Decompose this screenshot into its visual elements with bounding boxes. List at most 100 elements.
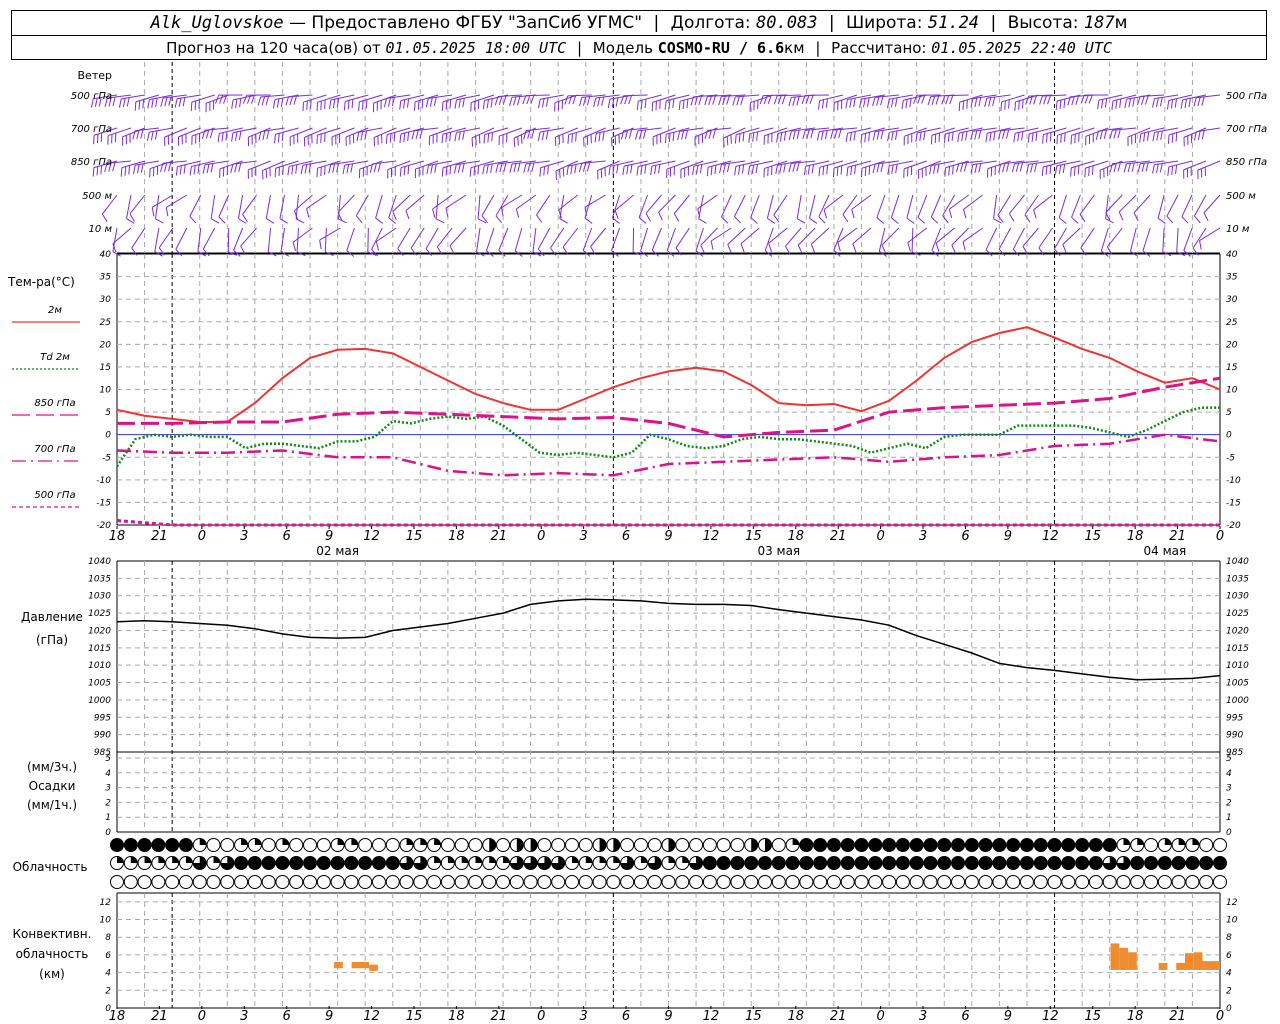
cloud-fill [896, 856, 910, 870]
cloud-circle [454, 875, 469, 889]
temp-time-tick-label: 3 [240, 529, 248, 544]
wind-barb-feather [748, 133, 751, 143]
wind-barb-feather [1155, 163, 1159, 173]
wind-barb-feather [876, 96, 880, 106]
wind-barb-feather [441, 167, 444, 177]
wind-barb-feather [140, 129, 144, 139]
wind-level-label-right: 10 м [1226, 224, 1250, 235]
pressure-line [116, 598, 1221, 681]
conv-time-tick-label: 21 [830, 1009, 847, 1024]
wind-barb [449, 227, 467, 247]
cloud-fill [1158, 856, 1172, 870]
pres-y-tick-right: 985 [1226, 748, 1243, 758]
temp-y-tick-left: -20 [96, 521, 111, 531]
cloud-circle [564, 875, 579, 889]
temp-time-tick-label: 3 [919, 529, 927, 544]
conv-time-tick-label: 12 [363, 1009, 380, 1024]
wind-barb-feather [361, 100, 364, 110]
wind-barb-feather [1000, 101, 1003, 111]
wind-barb-feather [923, 131, 926, 141]
wind-barb [260, 94, 285, 98]
cloud-fill [668, 856, 675, 863]
wind-barb-feather [129, 213, 135, 222]
wind-barb [319, 227, 341, 241]
wind-barb-feather [93, 135, 95, 145]
wind-barb-feather [863, 98, 866, 108]
wind-barb [750, 194, 760, 218]
wind-barb-feather [1004, 100, 1006, 110]
wind-barb-feather [651, 249, 660, 257]
wind-barb-feather [182, 97, 186, 107]
wind-barb-feather [445, 207, 449, 217]
wind-level-label-right: 700 гПа [1226, 124, 1267, 135]
wind-barb-feather [486, 164, 489, 174]
cloud-fill [937, 838, 951, 852]
temp-y-tick-right: 15 [1226, 363, 1238, 373]
wind-barb [1203, 194, 1221, 214]
wind-barb-feather [316, 135, 318, 145]
wind-barb [1071, 194, 1081, 218]
wind-barb-feather [126, 218, 135, 224]
wind-barb-feather [499, 163, 503, 173]
wind-barb-feather [949, 95, 954, 105]
wind-barb-feather [1042, 134, 1044, 144]
wind-barb-feather [165, 207, 169, 217]
wind-barb-feather [948, 209, 953, 218]
wind-barb-feather [732, 96, 736, 106]
wind-barb-feather [1031, 132, 1034, 142]
wind-barb-feather [128, 165, 131, 175]
wind-barb-feather [695, 250, 704, 257]
wind-barb [337, 194, 355, 213]
cloud-fill [1048, 856, 1062, 870]
wind-barb-feather [1141, 163, 1145, 173]
wind-barb-feather [449, 99, 452, 109]
pres-y-tick-right: 1015 [1226, 644, 1249, 654]
wind-barb-feather [1039, 95, 1043, 105]
wind-level-label: 10 м [89, 224, 113, 235]
wind-barb-feather [221, 132, 224, 142]
wind-barb-feather [917, 216, 926, 224]
wind-barb-feather [572, 95, 577, 105]
wind-barb-feather [1145, 95, 1149, 105]
wind-barb-feather [403, 132, 406, 142]
cloud-fill [1089, 856, 1103, 870]
cloud-fill [158, 856, 165, 863]
wind-barb-feather [821, 99, 825, 109]
wind-barb-feather [98, 97, 102, 107]
cloud-fill [234, 856, 248, 870]
temp-time-tick-label: 6 [283, 529, 291, 544]
cloud-circle [358, 875, 373, 889]
wind-barb-feather [783, 131, 787, 141]
wind-barb-feather [1080, 247, 1087, 256]
wind-barb-feather [773, 214, 780, 223]
wind-barb-feather [358, 101, 360, 111]
wind-barb [425, 227, 439, 249]
wind-barb [202, 227, 216, 250]
wind-barb-feather [167, 162, 172, 172]
wind-barb-feather [935, 242, 940, 252]
wind-barb-feather [818, 167, 821, 177]
cloud-fill [1006, 856, 1020, 870]
wind-barb-feather [168, 96, 172, 106]
wind-barb-feather [825, 98, 828, 108]
wind-barb-feather [1038, 247, 1045, 256]
wind-barb-feather [454, 99, 457, 109]
wind-panel [90, 62, 1221, 257]
temp-y-tick-right: 35 [1226, 273, 1238, 283]
cloud-fill [571, 856, 579, 863]
wind-barb-feather [389, 133, 392, 143]
cloud-circle [468, 875, 483, 889]
wind-barb [1196, 94, 1221, 99]
wind-barb [740, 227, 760, 245]
wind-barb-feather [906, 217, 915, 224]
wind-barb [1062, 227, 1081, 245]
wind-barb [1105, 194, 1109, 219]
wind-barb-feather [860, 168, 863, 178]
wind-barb [727, 227, 746, 245]
wind-barb-feather [397, 248, 404, 256]
cloud-fill [1164, 838, 1172, 845]
wind-barb-feather [568, 95, 573, 105]
wind-barb-feather [421, 99, 424, 109]
wind-barb-feather [1203, 212, 1209, 222]
wind-barb-feather [462, 130, 465, 140]
